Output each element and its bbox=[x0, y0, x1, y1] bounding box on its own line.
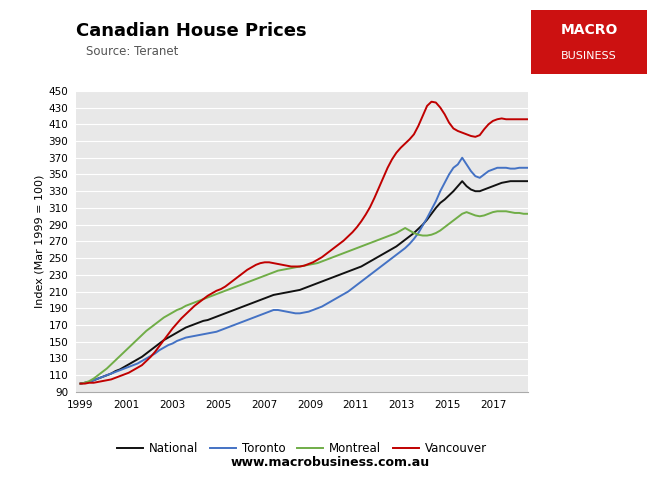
National bbox=[498, 180, 506, 186]
Vancouver bbox=[484, 121, 492, 127]
Vancouver bbox=[489, 118, 497, 124]
Toronto bbox=[498, 165, 506, 171]
Y-axis label: Index (Mar 1999 = 100): Index (Mar 1999 = 100) bbox=[34, 174, 44, 308]
National bbox=[458, 178, 466, 184]
National bbox=[489, 184, 497, 189]
Line: Toronto: Toronto bbox=[81, 158, 528, 383]
National bbox=[335, 272, 343, 278]
National bbox=[77, 380, 84, 386]
Toronto bbox=[335, 293, 343, 299]
Toronto bbox=[476, 175, 484, 181]
Toronto bbox=[524, 165, 532, 171]
Montreal bbox=[199, 296, 207, 302]
Vancouver bbox=[199, 296, 207, 302]
Toronto bbox=[458, 155, 466, 161]
Toronto bbox=[489, 167, 497, 173]
Text: BUSINESS: BUSINESS bbox=[561, 51, 617, 61]
Vancouver bbox=[498, 116, 506, 121]
Text: Canadian House Prices: Canadian House Prices bbox=[76, 22, 306, 40]
Montreal bbox=[471, 213, 479, 218]
Montreal bbox=[493, 208, 501, 214]
Vancouver bbox=[476, 132, 484, 138]
Toronto bbox=[484, 168, 492, 174]
Line: National: National bbox=[81, 181, 528, 383]
National bbox=[199, 318, 207, 324]
Line: Montreal: Montreal bbox=[81, 211, 528, 383]
Line: Vancouver: Vancouver bbox=[81, 102, 528, 383]
National bbox=[476, 188, 484, 194]
Montreal bbox=[335, 252, 343, 258]
Text: Source: Teranet: Source: Teranet bbox=[86, 45, 178, 58]
Vancouver bbox=[77, 380, 84, 386]
National bbox=[524, 178, 532, 184]
Vancouver bbox=[335, 241, 343, 247]
Vancouver bbox=[524, 116, 532, 122]
Montreal bbox=[524, 211, 532, 217]
Text: www.macrobusiness.com.au: www.macrobusiness.com.au bbox=[230, 456, 430, 469]
Vancouver bbox=[428, 99, 436, 105]
Legend: National, Toronto, Montreal, Vancouver: National, Toronto, Montreal, Vancouver bbox=[112, 437, 492, 459]
Montreal bbox=[77, 380, 84, 386]
Montreal bbox=[484, 211, 492, 217]
Toronto bbox=[77, 380, 84, 386]
Montreal bbox=[498, 208, 506, 214]
Text: MACRO: MACRO bbox=[560, 23, 618, 37]
Montreal bbox=[480, 213, 488, 218]
National bbox=[484, 185, 492, 191]
Toronto bbox=[199, 331, 207, 337]
